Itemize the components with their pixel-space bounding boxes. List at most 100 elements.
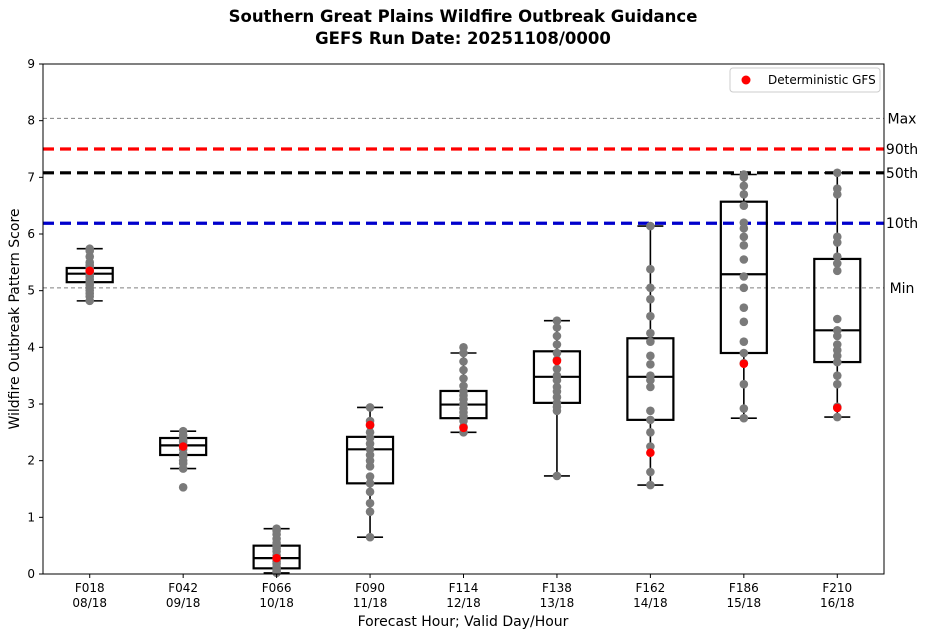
ensemble-member-point (739, 337, 749, 346)
y-tick-label: 3 (27, 397, 35, 411)
ensemble-member-point (552, 364, 562, 374)
box-F186 (719, 170, 768, 423)
deterministic-gfs-point (365, 420, 375, 430)
ensemble-member-point (552, 323, 562, 332)
ensemble-member-point (646, 428, 655, 437)
box-F018 (65, 244, 114, 306)
ensemble-member-point (365, 403, 375, 412)
ensemble-member-point (365, 507, 375, 516)
ensemble-member-point (646, 406, 655, 416)
ensemble-member-point (365, 487, 375, 497)
ensemble-member-point (832, 340, 842, 349)
box-F114 (439, 343, 488, 437)
deterministic-gfs-point (272, 553, 281, 563)
chart-subtitle: GEFS Run Date: 20251108/0000 (315, 29, 611, 48)
x-tick-label-valid: 13/18 (540, 596, 575, 610)
box-F210 (813, 168, 862, 422)
ensemble-member-point (832, 259, 842, 268)
ensemble-member-point (646, 442, 655, 451)
x-tick-label-hour: F114 (449, 581, 479, 595)
ensemble-member-point (365, 479, 375, 488)
ensemble-member-point (739, 201, 749, 210)
y-tick-label: 6 (27, 227, 35, 241)
ensemble-member-point (646, 480, 655, 490)
x-tick-label-valid: 14/18 (633, 596, 668, 610)
ensemble-member-point (739, 272, 749, 281)
x-tick-label-hour: F186 (729, 581, 759, 595)
ensemble-member-point (646, 294, 655, 304)
ensemble-member-point (646, 264, 655, 274)
chart-title: Southern Great Plains Wildfire Outbreak … (229, 7, 698, 26)
ensemble-member-point (646, 371, 655, 380)
ensemble-member-point (552, 331, 562, 341)
ensemble-member-point (739, 170, 749, 179)
reference-label-90th: 90th (886, 142, 918, 158)
ensemble-member-point (832, 252, 842, 261)
ensemble-member-point (739, 181, 749, 191)
legend-marker-deterministic (741, 75, 751, 85)
x-tick-label-hour: F042 (168, 581, 198, 595)
y-tick-label: 1 (27, 510, 35, 524)
x-tick-label-valid: 12/18 (446, 596, 481, 610)
ensemble-member-point (832, 232, 842, 242)
ensemble-member-point (272, 524, 281, 533)
ensemble-member-point (365, 498, 375, 508)
x-tick-label-hour: F210 (822, 581, 852, 595)
box-F066 (252, 524, 301, 578)
box-series (65, 168, 862, 578)
ensemble-member-point (459, 374, 468, 383)
y-tick-label: 9 (27, 57, 35, 71)
ensemble-member-point (178, 483, 188, 492)
plot-frame (42, 63, 885, 575)
x-tick-label-valid: 09/18 (166, 596, 201, 610)
reference-label-min: Min (890, 281, 915, 297)
ensemble-member-point (832, 326, 842, 335)
reference-label-max: Max (888, 111, 917, 127)
ensemble-member-point (739, 303, 749, 312)
deterministic-gfs-point (459, 423, 468, 433)
ensemble-member-point (552, 371, 562, 380)
legend: Deterministic GFS (729, 67, 881, 93)
ensemble-member-point (646, 351, 655, 361)
ensemble-member-point (739, 317, 749, 327)
x-tick-label-hour: F138 (542, 581, 572, 595)
ensemble-member-point (739, 241, 749, 250)
ensemble-member-point (365, 428, 375, 437)
ensemble-member-point (646, 382, 655, 392)
deterministic-gfs-point (739, 359, 749, 369)
y-tick-label: 8 (27, 114, 35, 128)
x-axis-label: Forecast Hour; Valid Day/Hour (358, 614, 569, 630)
y-tick-label: 0 (27, 567, 35, 581)
ensemble-member-point (739, 404, 749, 413)
deterministic-gfs-point (552, 356, 562, 366)
ensemble-member-point (459, 343, 468, 352)
box-F138 (532, 316, 582, 481)
y-axis-label: Wildfire Outbreak Pattern Score (7, 208, 23, 429)
ensemble-member-point (178, 426, 188, 436)
x-tick-label-valid: 08/18 (72, 596, 107, 610)
y-tick-label: 4 (27, 340, 35, 354)
ensemble-member-point (739, 255, 749, 264)
ensemble-member-point (552, 471, 562, 481)
ensemble-member-point (646, 311, 655, 321)
ensemble-member-point (832, 168, 842, 178)
box-F090 (345, 403, 395, 542)
ensemble-member-point (459, 365, 468, 375)
deterministic-gfs-point (85, 266, 95, 276)
x-tick-label-hour: F018 (75, 581, 105, 595)
ensemble-member-point (646, 337, 655, 346)
deterministic-gfs-point (178, 442, 188, 451)
box-F162 (626, 221, 675, 490)
ensemble-member-point (832, 314, 842, 324)
ensemble-member-point (739, 218, 749, 227)
ensemble-member-point (459, 357, 468, 366)
x-tick-label-valid: 16/18 (820, 596, 855, 610)
ensemble-member-point (832, 266, 842, 276)
y-tick-label: 2 (27, 454, 35, 468)
x-tick-label-valid: 10/18 (259, 596, 294, 610)
deterministic-gfs-point (646, 448, 655, 458)
ensemble-member-point (459, 381, 468, 391)
deterministic-gfs-point (832, 403, 842, 413)
